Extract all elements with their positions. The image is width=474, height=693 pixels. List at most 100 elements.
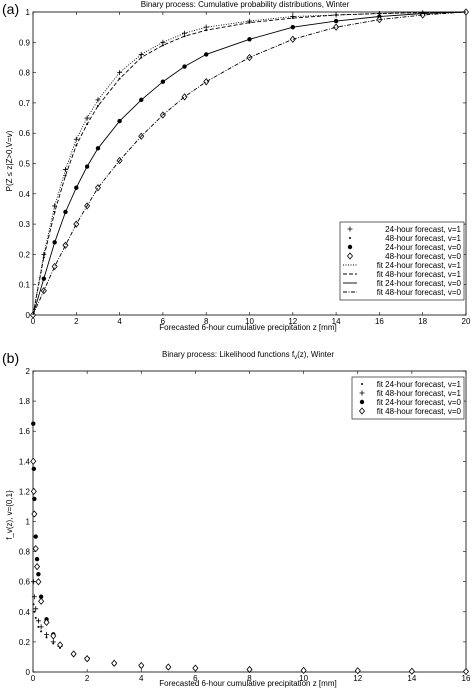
panel-b-x-tick-label: 14 <box>407 674 416 683</box>
panel-b-data-point <box>138 661 145 670</box>
panel-b-data-point <box>31 421 36 426</box>
panel-a-x-tick-label: 10 <box>245 317 254 326</box>
panel-a-y-tick-label: 0.8 <box>19 69 31 78</box>
panel-b-y-tick-label: 0.8 <box>19 548 31 557</box>
panel-b-y-tick-label: 0 <box>26 668 31 677</box>
panel-a-x-tick-label: 12 <box>288 317 297 326</box>
panel-a-y-tick-label: 0 <box>26 311 31 320</box>
panel-b-title-tail: (z), Winter <box>297 350 334 359</box>
panel-b-data-point <box>57 641 64 649</box>
panel-a-data-point <box>181 93 188 101</box>
panel-b-data-point <box>32 496 37 502</box>
panel-a-y-tick-label: 0.9 <box>19 38 31 47</box>
panel-a-data-point <box>73 220 80 228</box>
panel-a-series-line <box>32 11 467 316</box>
panel-a-y-tick-label: 0.4 <box>19 190 31 199</box>
panel-b-data-point <box>44 631 50 637</box>
panel-a-legend-marker <box>347 226 353 232</box>
panel-b-data-point <box>462 667 470 676</box>
panel-b-data-point <box>35 578 42 586</box>
panel-b-data-point <box>165 663 172 671</box>
panel-a-data-point <box>51 262 58 271</box>
panel-a-xlabel: Forecasted 6-hour cumulative precipitati… <box>159 323 336 332</box>
panel-b-legend-label: fit 24-hour forecast, v=0 <box>377 398 462 407</box>
panel-a-legend-box <box>339 221 465 301</box>
panel-b-data-point <box>246 665 253 674</box>
panel-a-legend-label: 24-hour forecast, v=0 <box>385 243 461 252</box>
panel-b-data-point <box>31 510 38 518</box>
panel-b-legend-marker <box>358 407 366 415</box>
panel-b-data-point <box>37 625 40 628</box>
panel-b-data-point <box>354 667 361 675</box>
panel-a-ylabel: P(Z ≤ z|Z>0,V=v) <box>5 130 14 191</box>
panel-b-data-point <box>33 534 38 539</box>
panel-a-data-point <box>62 241 69 249</box>
panel-a-series-line <box>32 11 467 316</box>
panel-a-y-tick-label: 1 <box>26 8 31 17</box>
panel-b-data-point <box>31 594 37 600</box>
panel-b-y-tick-label: 0.2 <box>19 638 31 647</box>
panel-b-y-tick-label: 0.6 <box>19 578 31 587</box>
panel-b-data-point <box>30 457 37 465</box>
panel-a-x-tick-label: 8 <box>204 317 209 326</box>
panel-a-x-tick-label: 16 <box>375 317 384 326</box>
panel-a-data-point <box>95 97 101 103</box>
panel-b-data-point <box>33 610 36 613</box>
panel-b-data-point <box>32 603 35 606</box>
panel-a-legend-label: 24-hour forecast, v=1 <box>385 225 461 234</box>
panel-b-data-point <box>408 667 415 675</box>
panel-a-y-tick-label: 0.5 <box>19 160 31 169</box>
panel-a-data-point <box>64 174 67 177</box>
panel-b-title: Binary process: Likelihood functions fv(… <box>162 350 334 361</box>
panel-b-y-tick-label: 1.6 <box>19 427 31 436</box>
panel-b-data-point <box>111 659 118 667</box>
panel-a-y-tick-label: 0.7 <box>19 99 31 108</box>
panel-b-data-point <box>192 664 199 672</box>
panel-b-data-point <box>50 639 56 645</box>
panel-b-y-tick-label: 1.2 <box>19 487 31 496</box>
panel-a-x-tick-label: 20 <box>462 317 471 326</box>
panel-b-data-point <box>300 666 307 674</box>
panel-b-x-tick-label: 16 <box>462 674 471 683</box>
panel-a-data-point <box>138 51 144 57</box>
panel-b-x-tick-label: 8 <box>247 674 252 683</box>
panel-a-legend-marker <box>349 237 351 239</box>
panel-b-data-point <box>30 487 37 496</box>
panel-a-legend-label: fit 24-hour forecast, v=1 <box>377 261 462 270</box>
panel-a-y-tick-label: 0.6 <box>19 129 31 138</box>
panel-a-x-tick-label: 0 <box>31 317 36 326</box>
panel-b-data-point <box>38 594 44 599</box>
panel-b-data-point <box>33 606 39 612</box>
panel-b-legend-marker <box>359 399 365 405</box>
panel-a-label: (a) <box>2 1 19 17</box>
panel-b-legend-marker <box>359 390 365 396</box>
panel-b-x-tick-label: 4 <box>139 674 144 683</box>
panel-b-ylabel: f_v(z), v={0,1} <box>5 490 14 540</box>
panel-b-legend-box <box>351 376 465 420</box>
panel-a-data-point <box>333 23 340 31</box>
panel-a-x-tick-label: 14 <box>332 317 341 326</box>
panel-b-data-point <box>38 624 44 630</box>
panel-b-data-point <box>31 466 37 472</box>
panel-a-data-point <box>291 17 294 20</box>
panel-b-x-tick-label: 12 <box>353 674 362 683</box>
panel-b-y-tick-label: 1.4 <box>19 457 31 466</box>
panel-b-legend-label: fit 24-hour forecast, v=1 <box>377 380 462 389</box>
panel-a-legend-marker <box>346 252 354 260</box>
panel-a-series-line <box>32 11 467 316</box>
panel-b-data-point <box>32 544 39 553</box>
panel-b-data-point <box>35 618 41 624</box>
panel-b-data-point <box>34 563 41 571</box>
panel-b-x-tick-label: 10 <box>299 674 308 683</box>
panel-b-x-tick-label: 6 <box>193 674 198 683</box>
panel-b-data-point <box>70 650 77 658</box>
panel-a-y-tick-label: 0.1 <box>19 281 31 290</box>
panel-b-data-point <box>36 571 41 577</box>
panel-b-data-point <box>34 616 37 619</box>
panel-a-data-point <box>160 39 166 45</box>
panel-b-data-point <box>40 630 43 633</box>
panel-b-data-point <box>50 632 57 640</box>
panel-b-data-point <box>43 618 50 626</box>
panel-b-data-point <box>84 655 91 663</box>
panel-a-legend-label: fit 48-hour forecast, v=1 <box>377 270 462 279</box>
